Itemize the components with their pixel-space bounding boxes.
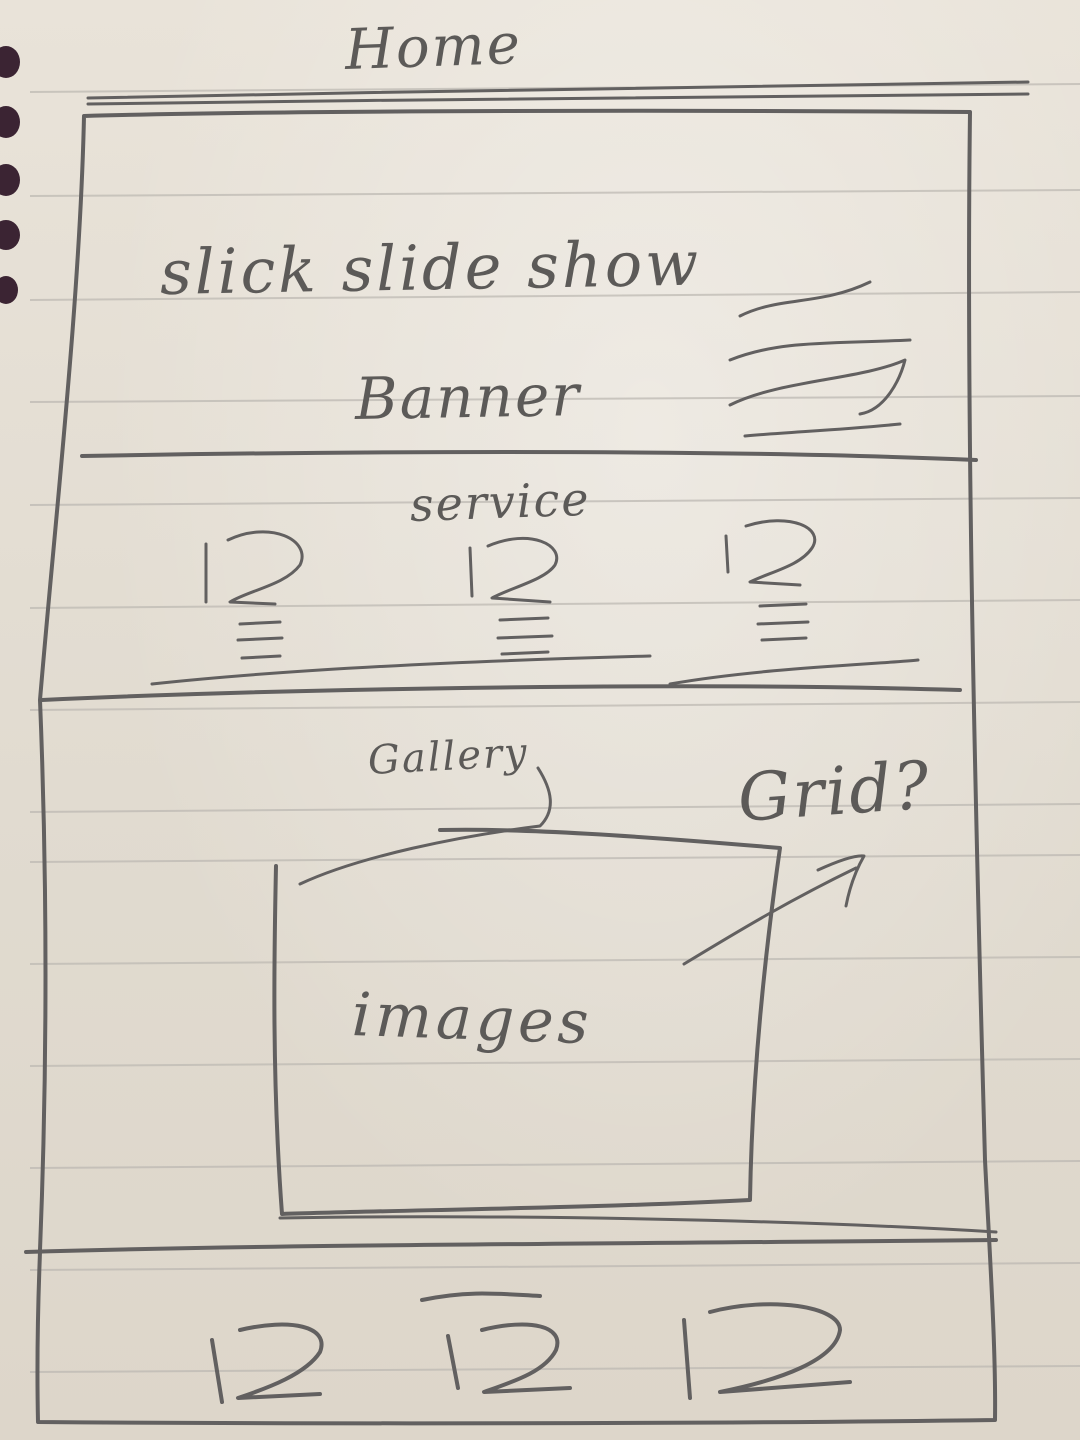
service-divider (40, 684, 962, 702)
binding-holes (0, 46, 20, 304)
slideshow-label: slick slide show (159, 226, 702, 309)
grid-arrow (682, 854, 866, 966)
footer-item-3-icon (682, 1302, 852, 1400)
footer-divider (24, 1238, 998, 1254)
service-underline-scribble (150, 654, 920, 686)
images-label: images (350, 980, 594, 1059)
banner-image-icon (728, 280, 912, 438)
notebook-rule-lines (29, 83, 1080, 1373)
banner-label: Banner (354, 361, 582, 433)
service-item-2-icon (468, 536, 559, 656)
title-underline-2 (86, 92, 1030, 106)
gallery-label: Gallery (366, 729, 530, 784)
service-item-1-icon (204, 530, 304, 660)
footer-item-1-icon (210, 1322, 324, 1404)
gallery-callout (298, 766, 552, 886)
banner-divider (80, 450, 978, 462)
grid-note: Grid? (735, 746, 934, 837)
footer-item-2-icon (420, 1291, 572, 1394)
title-underline (86, 80, 1030, 100)
page-title: Home (343, 11, 523, 83)
service-item-3-icon (724, 519, 817, 642)
phone-frame (35, 108, 998, 1426)
images-box (272, 827, 782, 1216)
service-label: service (409, 471, 592, 532)
gallery-divider (278, 1215, 998, 1234)
